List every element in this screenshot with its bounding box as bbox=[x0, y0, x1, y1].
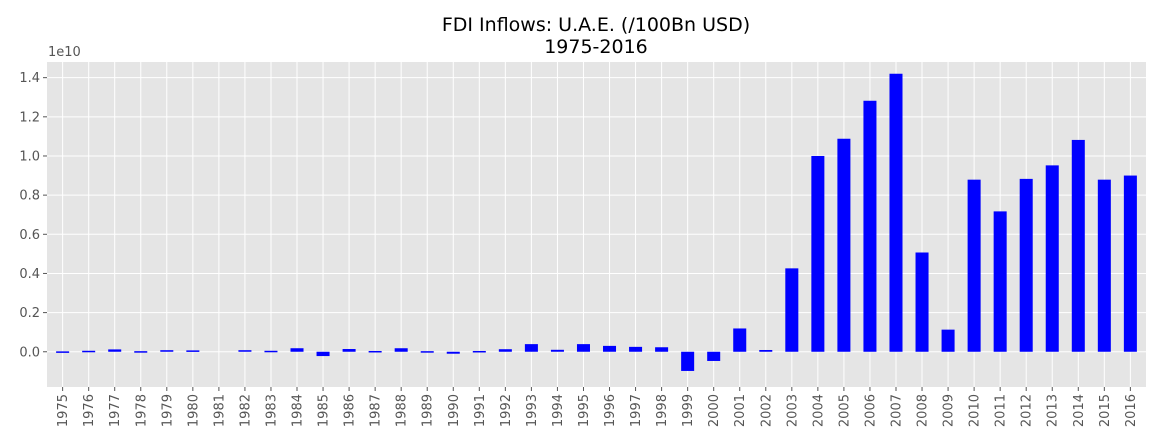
bar-1990 bbox=[446, 351, 460, 354]
y-tick-label: 1.4 bbox=[19, 71, 40, 86]
x-tick-label: 1998 bbox=[655, 394, 670, 427]
x-tick-label: 1979 bbox=[160, 394, 175, 427]
x-tick-label: 1994 bbox=[551, 394, 566, 427]
x-tick-label: 1987 bbox=[369, 394, 384, 427]
bar-2012 bbox=[1019, 178, 1033, 352]
bar-1987 bbox=[368, 350, 382, 353]
x-tick-label: 1999 bbox=[681, 394, 696, 427]
x-tick-label: 2009 bbox=[942, 394, 957, 427]
bar-2004 bbox=[811, 155, 825, 352]
plot-area: 0.0 0.2 0.4 0.6 0.8 1.0 1.2 1.4 1975 1976 1977 1978… bbox=[19, 62, 1146, 427]
bar-1994 bbox=[550, 349, 564, 352]
bar-1975 bbox=[56, 351, 70, 353]
bar-2013 bbox=[1045, 165, 1059, 352]
x-tick-label: 2006 bbox=[863, 394, 878, 427]
bar-2000 bbox=[707, 351, 721, 361]
x-tick-label: 1993 bbox=[525, 394, 540, 427]
bar-1985 bbox=[316, 351, 330, 357]
bar-2016 bbox=[1123, 175, 1137, 352]
x-tick-label: 1982 bbox=[238, 394, 253, 427]
bar-2007 bbox=[889, 73, 903, 352]
bar-2014 bbox=[1071, 139, 1085, 352]
x-tick-label: 2001 bbox=[733, 394, 748, 427]
x-tick-label: 1990 bbox=[447, 394, 462, 427]
x-tick-label: 1995 bbox=[577, 394, 592, 427]
x-tick-label: 2004 bbox=[811, 394, 826, 427]
bar-1996 bbox=[603, 345, 617, 352]
bar-1978 bbox=[134, 351, 148, 353]
bar-2006 bbox=[863, 100, 877, 352]
plot-background bbox=[47, 62, 1146, 387]
bar-1999 bbox=[681, 351, 695, 371]
x-tick-label: 2016 bbox=[1124, 394, 1139, 427]
chart-title: FDI Inflows: U.A.E. (/100Bn USD) bbox=[442, 14, 750, 36]
bar-1980 bbox=[186, 350, 200, 352]
x-tick-label: 1981 bbox=[212, 394, 227, 427]
y-tick-label: 1.2 bbox=[19, 110, 40, 125]
x-tick-label: 1996 bbox=[603, 394, 618, 427]
x-tick-label: 2012 bbox=[1020, 394, 1035, 427]
bar-1998 bbox=[655, 347, 669, 352]
x-tick-label: 2014 bbox=[1072, 394, 1087, 427]
bar-1997 bbox=[629, 346, 643, 352]
bar-1984 bbox=[290, 348, 304, 352]
x-tick-label: 1991 bbox=[473, 394, 488, 427]
x-tick-label: 1976 bbox=[82, 394, 97, 427]
bar-2003 bbox=[785, 268, 799, 352]
x-tick-label: 2002 bbox=[759, 394, 774, 427]
x-tick-label: 1975 bbox=[56, 394, 71, 427]
y-tick-label: 1.0 bbox=[19, 149, 40, 164]
bar-1995 bbox=[576, 344, 590, 352]
y-axis-offset-label: 1e10 bbox=[48, 45, 81, 60]
bar-2010 bbox=[967, 179, 981, 352]
y-tick-label: 0.0 bbox=[19, 345, 40, 360]
bar-1992 bbox=[498, 349, 512, 352]
bar-2001 bbox=[733, 328, 747, 352]
x-tick-label: 1984 bbox=[291, 394, 306, 427]
x-tick-label: 1985 bbox=[317, 394, 332, 427]
x-tick-label: 2000 bbox=[707, 394, 722, 427]
y-tick-label: 0.8 bbox=[19, 189, 40, 204]
bar-1993 bbox=[524, 344, 538, 352]
x-tick-label: 1997 bbox=[629, 394, 644, 427]
bar-2005 bbox=[837, 138, 851, 352]
x-tick-label: 1978 bbox=[134, 394, 149, 427]
bar-1979 bbox=[160, 350, 174, 352]
y-tick-label: 0.2 bbox=[19, 306, 40, 321]
bar-1977 bbox=[108, 349, 122, 352]
x-tick-label: 2013 bbox=[1046, 394, 1061, 427]
bar-1983 bbox=[264, 350, 278, 353]
x-tick-label: 1986 bbox=[343, 394, 358, 427]
x-tick-label: 2005 bbox=[837, 394, 852, 427]
bar-1989 bbox=[420, 351, 434, 353]
x-tick-label: 1983 bbox=[264, 394, 279, 427]
bar-2002 bbox=[759, 349, 773, 352]
x-tick-label: 1977 bbox=[108, 394, 123, 427]
y-tick-label: 0.6 bbox=[19, 228, 40, 243]
y-tick-label: 0.4 bbox=[19, 267, 40, 282]
x-tick-label: 2003 bbox=[785, 394, 800, 427]
chart-subtitle: 1975-2016 bbox=[544, 36, 648, 58]
x-tick-label: 1988 bbox=[395, 394, 410, 427]
bar-1976 bbox=[82, 350, 96, 353]
x-tick-label: 2008 bbox=[916, 394, 931, 427]
x-tick-label: 2007 bbox=[889, 394, 904, 427]
bar-1982 bbox=[238, 350, 252, 352]
x-tick-label: 1989 bbox=[421, 394, 436, 427]
bar-2011 bbox=[993, 211, 1007, 352]
bar-2008 bbox=[915, 252, 929, 352]
x-tick-label: 2011 bbox=[994, 394, 1009, 427]
bar-2009 bbox=[941, 329, 955, 352]
bar-2015 bbox=[1097, 179, 1111, 352]
bar-1986 bbox=[342, 349, 356, 352]
bar-1988 bbox=[394, 348, 408, 352]
x-tick-label: 2015 bbox=[1098, 394, 1113, 427]
bar-1991 bbox=[472, 350, 486, 353]
x-tick-label: 1980 bbox=[186, 394, 201, 427]
x-tick-label: 1992 bbox=[499, 394, 514, 427]
x-tick-label: 2010 bbox=[968, 394, 983, 427]
